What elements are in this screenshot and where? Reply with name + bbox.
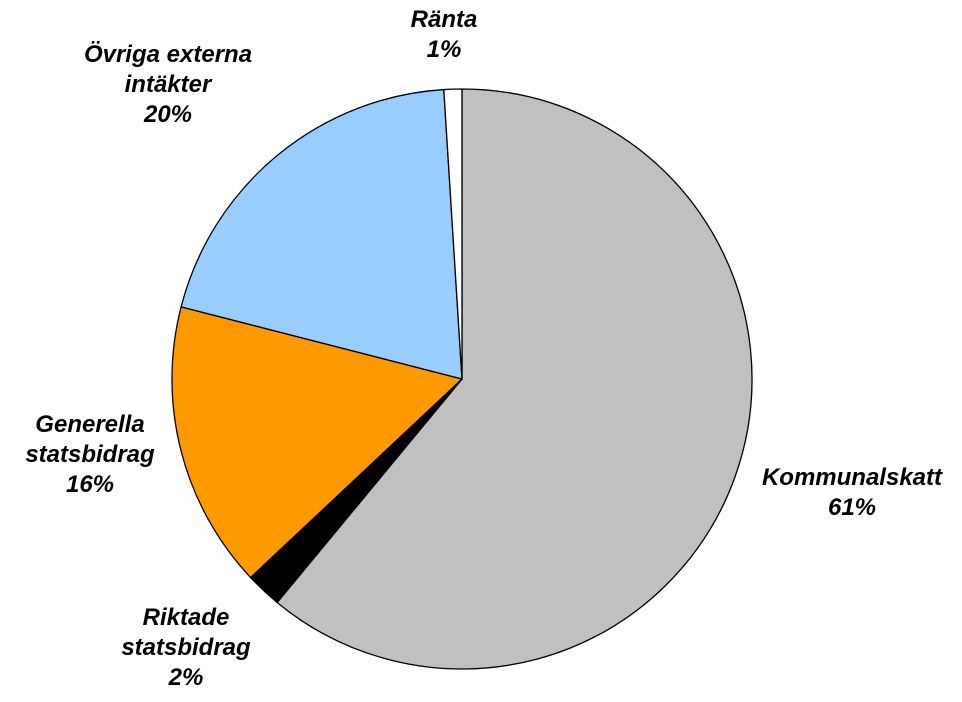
slice-label-ovriga-externa-intakter: Övriga externa intäkter 20%: [84, 41, 252, 128]
slice-label-line: Generella: [35, 411, 144, 438]
slice-label-line: statsbidrag: [121, 634, 251, 661]
slice-label-line: Kommunalskatt: [762, 464, 943, 491]
slice-label-generella-statsbidrag: Generella statsbidrag 16%: [25, 411, 155, 498]
pie-labels: Kommunalskatt 61% Riktade statsbidrag 2% Gene…: [25, 6, 943, 691]
slice-label-kommunalskatt: Kommunalskatt 61%: [762, 464, 943, 521]
slice-label-line: 1%: [427, 36, 462, 63]
slice-label-line: intäkter: [125, 71, 213, 98]
slice-label-line: 61%: [828, 494, 876, 521]
pie-slices: [171, 88, 753, 670]
slice-label-line: statsbidrag: [25, 441, 155, 468]
slice-label-line: 20%: [143, 101, 192, 128]
slice-label-ranta: Ränta 1%: [411, 6, 478, 63]
slice-label-riktade-statsbidrag: Riktade statsbidrag 2%: [121, 604, 251, 691]
pie-slice-ranta: [443, 88, 463, 380]
pie-slice-generella-statsbidrag: [171, 306, 463, 579]
pie-slice-kommunalskatt: [276, 88, 753, 670]
slice-label-line: Riktade: [143, 604, 230, 631]
slice-label-line: 2%: [168, 664, 204, 691]
slice-label-line: Ränta: [411, 6, 478, 33]
pie-slice-ovriga-externa-intakter: [180, 88, 463, 380]
slice-label-line: 16%: [66, 471, 114, 498]
slice-label-line: Övriga externa: [84, 41, 252, 68]
